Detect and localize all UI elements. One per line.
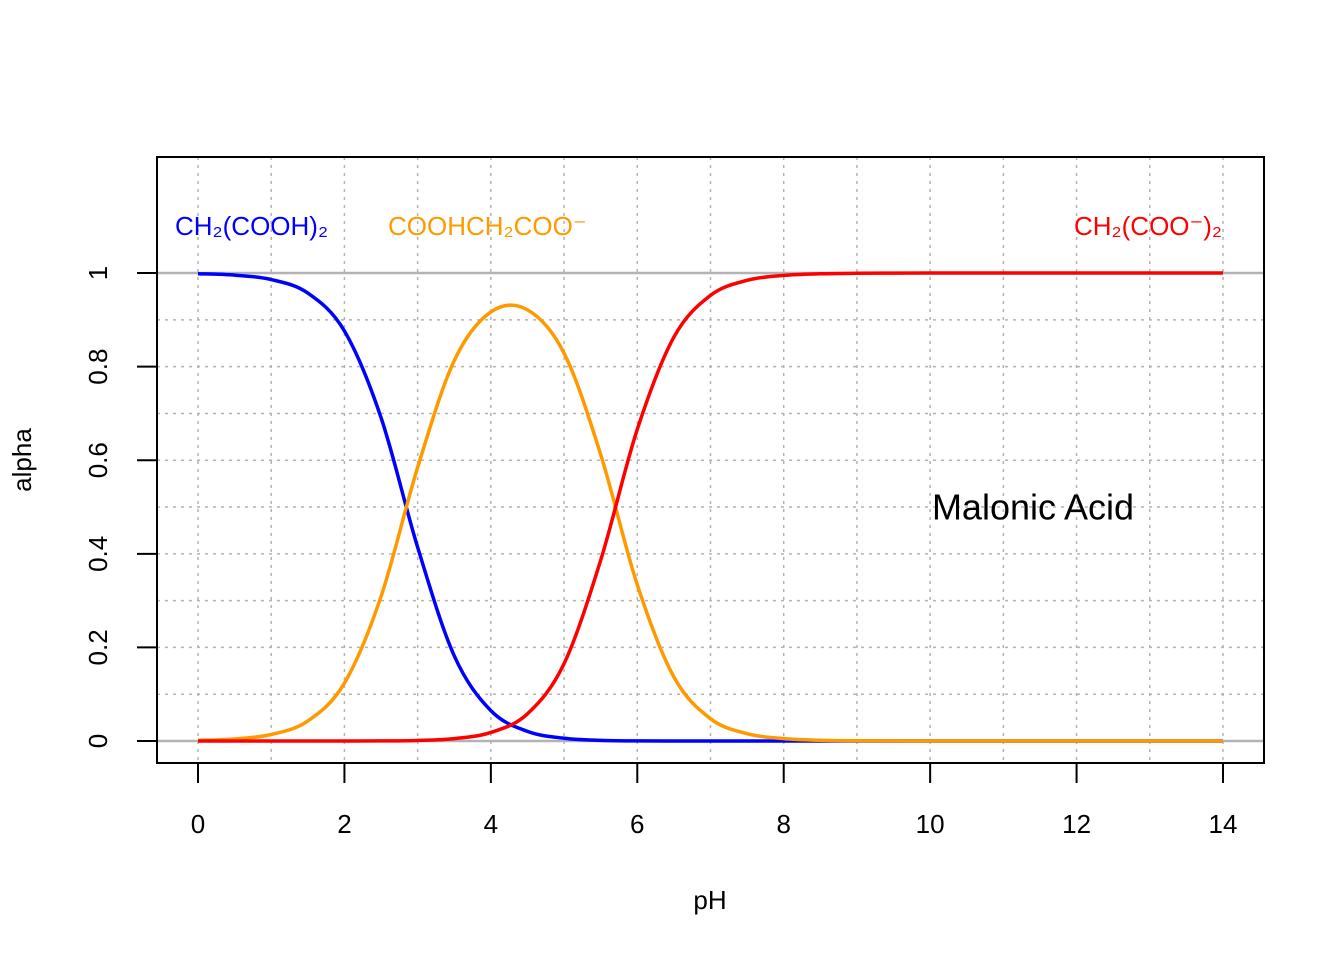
y-tick-label: 0 bbox=[83, 734, 113, 748]
x-tick-label: 2 bbox=[337, 809, 351, 839]
series-label: CH₂(COO⁻)₂ bbox=[1074, 211, 1222, 241]
x-tick-label: 0 bbox=[191, 809, 205, 839]
series-label: CH₂(COOH)₂ bbox=[175, 211, 328, 241]
y-tick-label: 0.6 bbox=[83, 442, 113, 478]
x-tick-label: 14 bbox=[1209, 809, 1238, 839]
x-tick-label: 12 bbox=[1062, 809, 1091, 839]
series-line bbox=[197, 303, 1223, 743]
grid bbox=[157, 157, 1264, 763]
x-tick-label: 10 bbox=[916, 809, 945, 839]
x-tick-label: 8 bbox=[776, 809, 790, 839]
x-tick-label: 4 bbox=[484, 809, 498, 839]
x-tick-label: 6 bbox=[630, 809, 644, 839]
series-label: COOHCH₂COO⁻ bbox=[388, 211, 587, 241]
series-line bbox=[197, 271, 1223, 743]
x-axis-title: pH bbox=[693, 885, 726, 915]
y-axis-title: alpha bbox=[7, 428, 37, 492]
y-tick-label: 0.2 bbox=[83, 629, 113, 665]
chart-title: Malonic Acid bbox=[932, 487, 1134, 528]
y-tick-label: 1 bbox=[83, 266, 113, 280]
y-tick-label: 0.8 bbox=[83, 349, 113, 385]
y-tick-label: 0.4 bbox=[83, 536, 113, 572]
